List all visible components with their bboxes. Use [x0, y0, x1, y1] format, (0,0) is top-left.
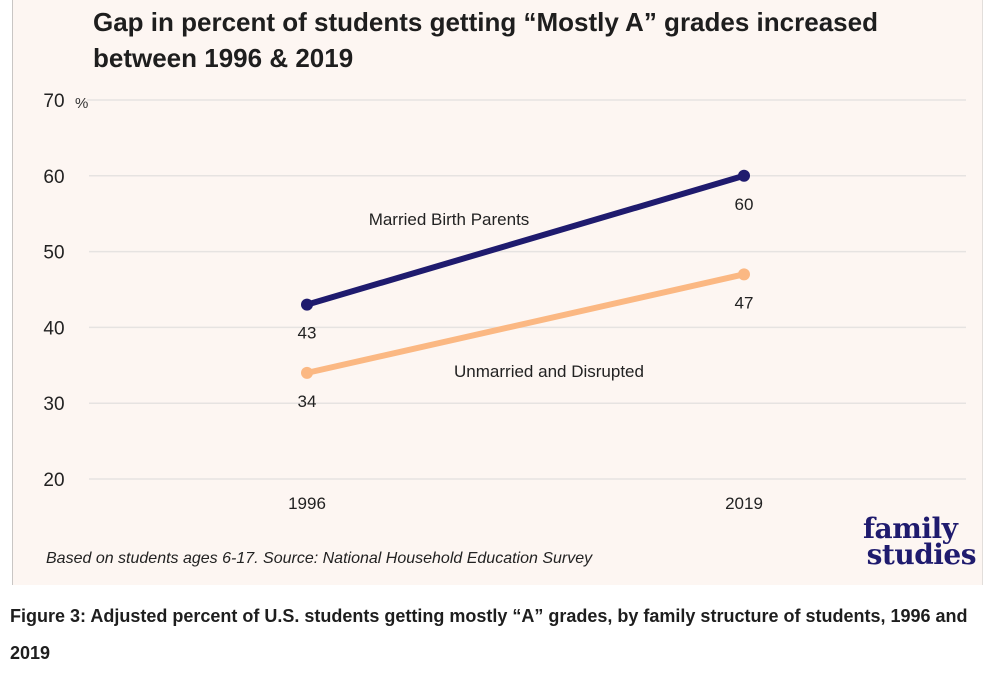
logo-line-1: family — [863, 512, 958, 545]
x-tick-label: 1996 — [288, 494, 326, 513]
chart-panel: Gap in percent of students getting “Most… — [12, 0, 983, 585]
data-point-unmarried-and-disrupted — [301, 366, 313, 379]
data-label-unmarried-and-disrupted: 47 — [735, 293, 754, 312]
y-tick-label: 30 — [43, 394, 64, 415]
series-label-unmarried-and-disrupted: Unmarried and Disrupted — [454, 362, 644, 381]
data-label-married-birth-parents: 43 — [298, 324, 317, 343]
line-chart: 20 30 40 50 60 70 % 1996 2019 43 60 Married Birth P… — [43, 91, 966, 513]
x-tick-label: 2019 — [725, 494, 763, 513]
y-unit-label: % — [75, 95, 88, 112]
y-tick-label: 60 — [43, 167, 64, 188]
figure-caption: Figure 3: Adjusted percent of U.S. stude… — [10, 606, 968, 663]
y-tick-label: 20 — [43, 470, 64, 491]
series-label-married-birth-parents: Married Birth Parents — [369, 210, 530, 229]
y-tick-label: 70 — [43, 91, 64, 112]
data-point-unmarried-and-disrupted — [738, 268, 750, 281]
series-line-married-birth-parents — [304, 172, 747, 308]
source-note: Based on students ages 6-17. Source: Nat… — [46, 550, 593, 567]
data-label-unmarried-and-disrupted: 34 — [298, 392, 317, 411]
series-line-unmarried-and-disrupted — [304, 271, 747, 376]
data-point-married-birth-parents — [301, 298, 313, 311]
y-tick-label: 50 — [43, 243, 64, 264]
data-label-married-birth-parents: 60 — [735, 195, 754, 214]
logo-line-2: studies — [866, 538, 977, 571]
chart-title: Gap in percent of students getting “Most… — [93, 7, 878, 73]
data-point-married-birth-parents — [738, 169, 750, 182]
family-studies-logo: family studies — [863, 512, 987, 571]
y-tick-label: 40 — [43, 318, 64, 339]
